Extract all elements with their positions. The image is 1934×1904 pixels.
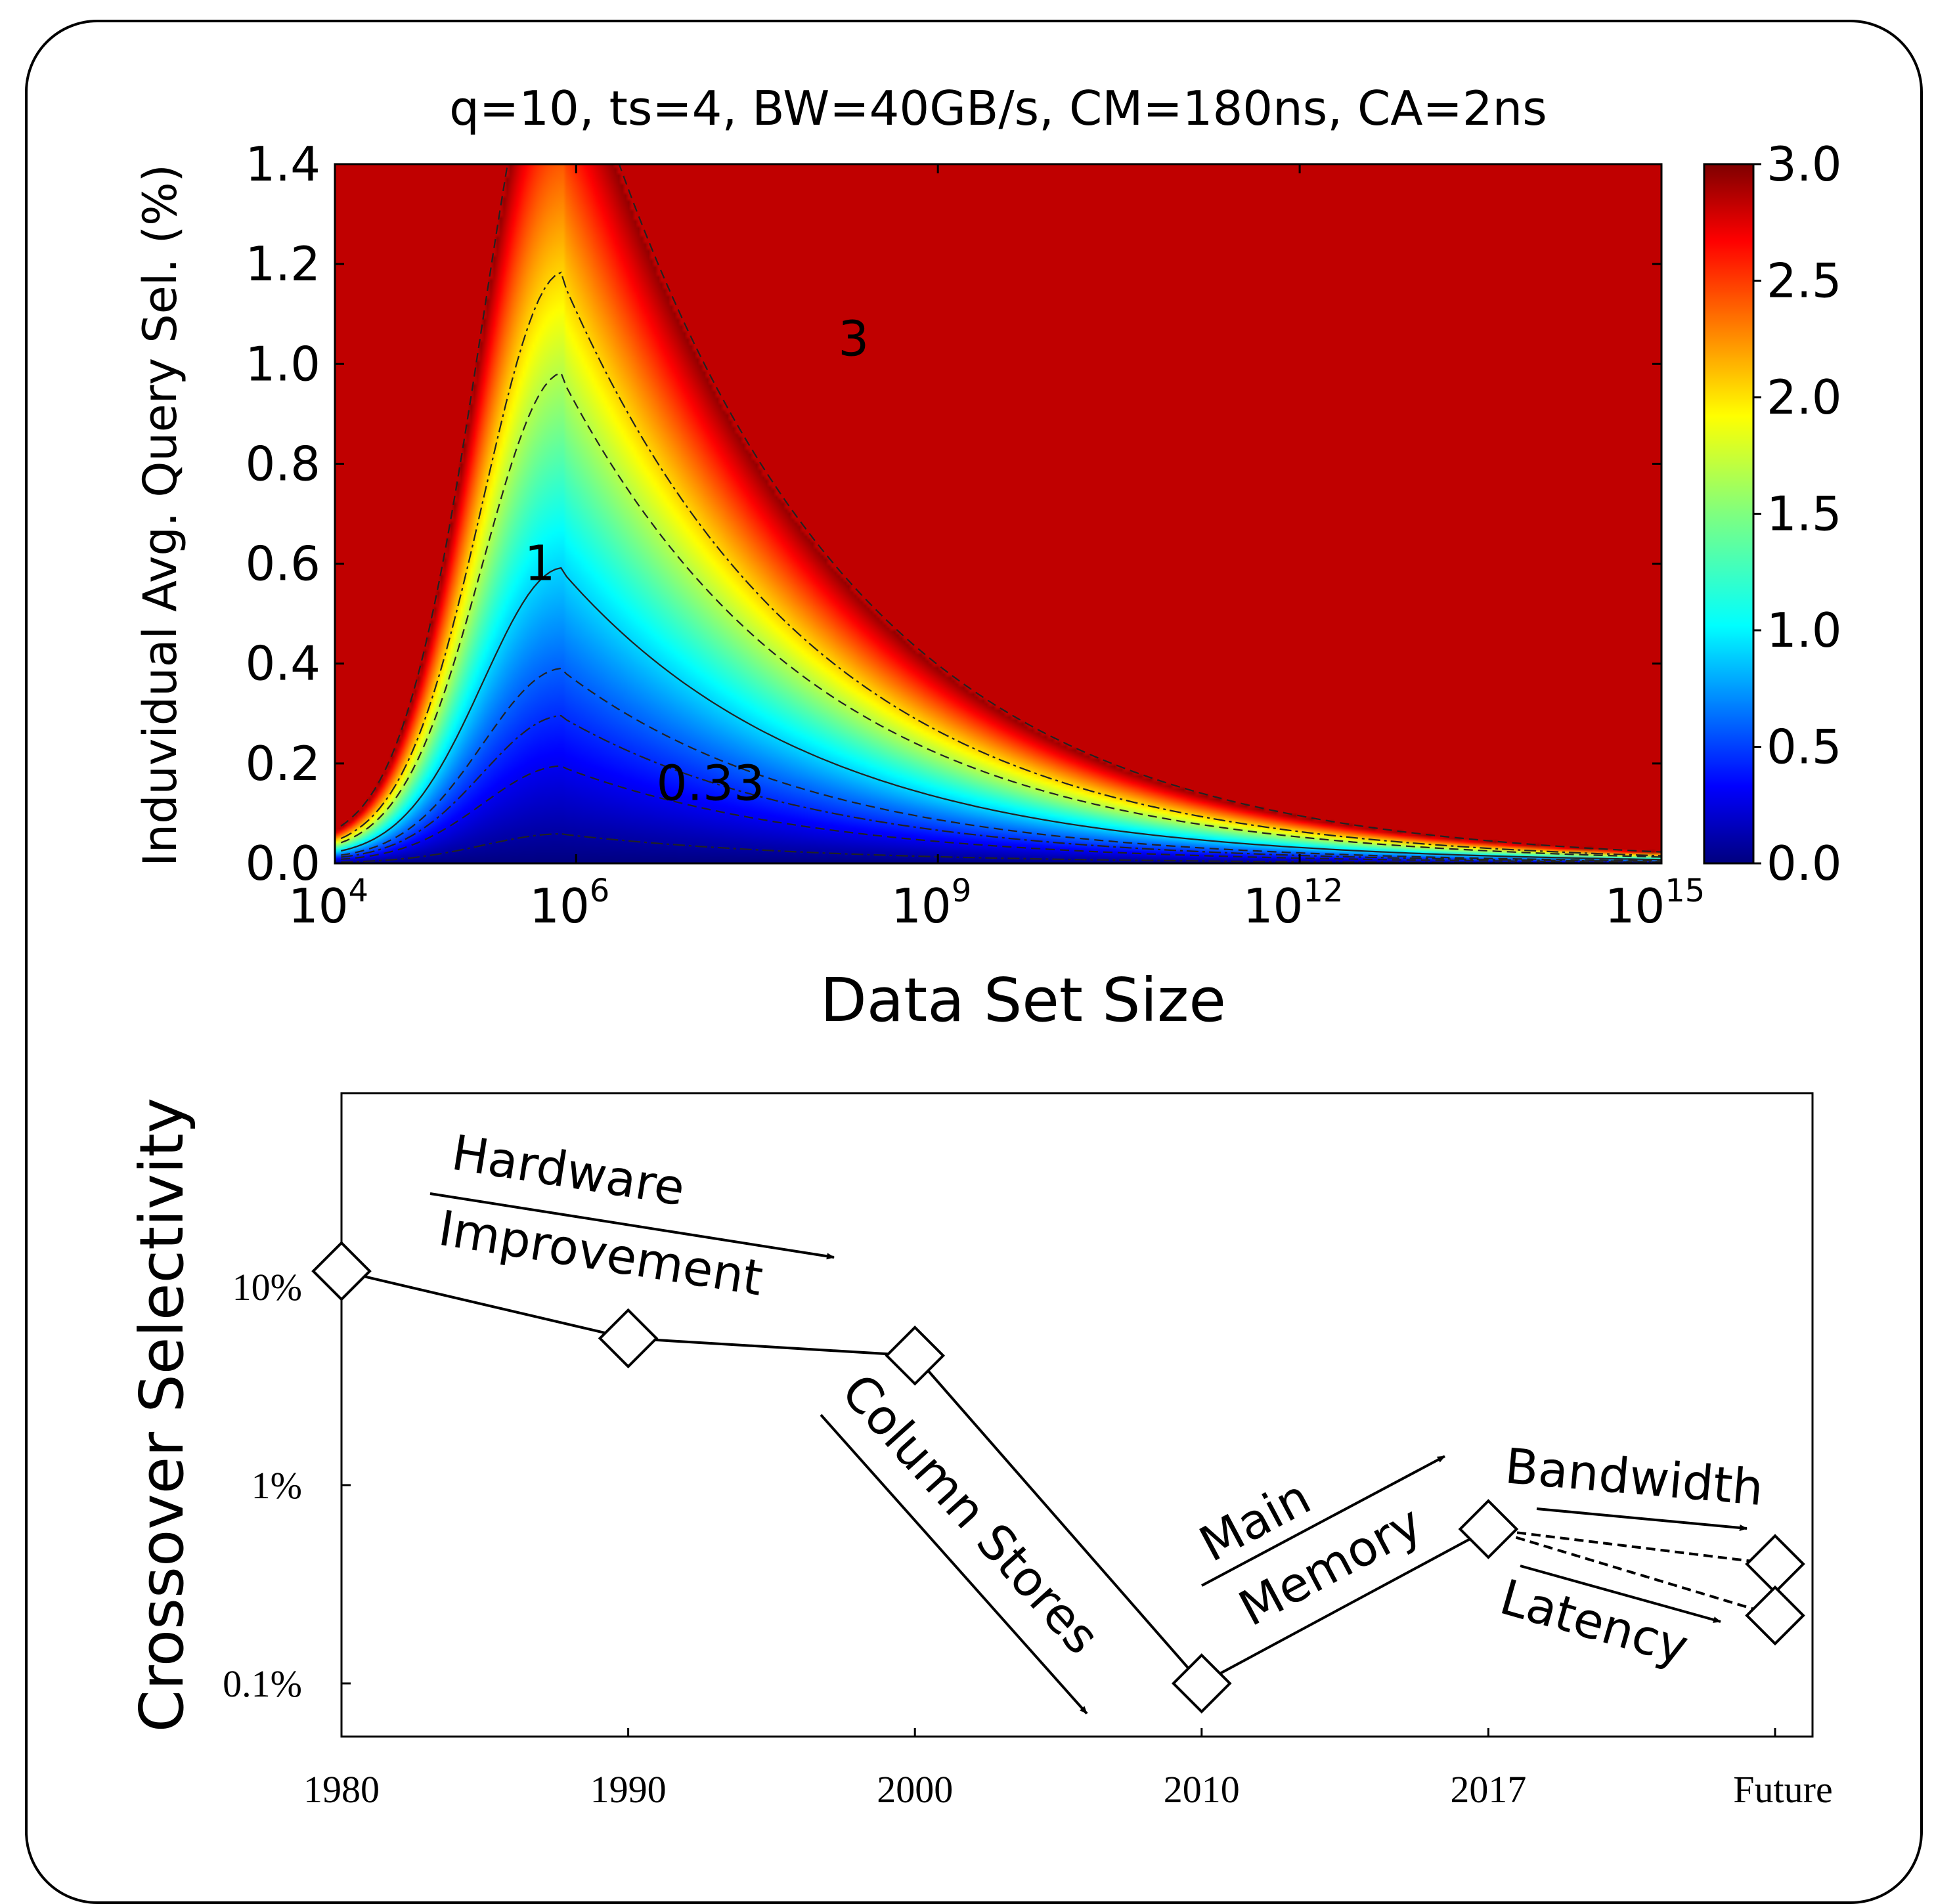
y-tick-label: 1.2 xyxy=(245,236,320,292)
heatmap-axes-frame xyxy=(334,163,1663,865)
main-memory-arrow xyxy=(1201,1455,1445,1587)
y-tick-label: 0.8 xyxy=(245,436,320,491)
colorbar-tick-label: 0.5 xyxy=(1767,720,1842,775)
contour-labels: 310.33 xyxy=(524,311,869,811)
y-tick-label: 0.0 xyxy=(245,836,320,891)
x-tick-label: 1990 xyxy=(590,1768,667,1811)
x-tick-label: 1980 xyxy=(303,1768,380,1811)
colorbar-tick-label: 1.0 xyxy=(1767,603,1842,658)
x-tick-label: 104 xyxy=(288,873,368,934)
colorbar-tick-label: 2.0 xyxy=(1767,370,1842,425)
data-marker xyxy=(1458,1499,1519,1559)
data-marker xyxy=(1171,1653,1232,1714)
contour-label: 1 xyxy=(524,536,555,592)
x-tick-label: 1012 xyxy=(1243,873,1344,934)
line-chart-y-ticks: 10% 1% 0.1% xyxy=(223,1266,351,1705)
colorbar-tick-label: 2.5 xyxy=(1767,253,1842,309)
contour-line xyxy=(341,714,1661,863)
y-tick-label: 0.1% xyxy=(223,1662,302,1705)
annotation-labels: Hardware Improvement Column Stores Main … xyxy=(435,1125,1765,1676)
line-chart-axes-frame xyxy=(340,1092,1814,1738)
colorbar-ticks: 0.0 0.5 1.0 1.5 2.0 2.5 3.0 xyxy=(1753,137,1842,891)
contour-line xyxy=(340,372,1661,858)
line-chart-y-label: Crossover Selectivity xyxy=(127,1098,197,1733)
y-tick-label: 10% xyxy=(232,1266,302,1309)
contour-label: 0.33 xyxy=(656,755,764,811)
annotation-arrows xyxy=(429,1192,1747,1715)
data-marker xyxy=(598,1308,659,1369)
bandwidth-arrow xyxy=(1536,1507,1747,1531)
line-chart-markers xyxy=(311,1241,1805,1714)
x-tick-label: 2017 xyxy=(1450,1768,1526,1811)
contour-label: 3 xyxy=(838,311,869,367)
x-tick-label: 2000 xyxy=(877,1768,953,1811)
colorbar xyxy=(1703,163,1755,865)
future-projection-line xyxy=(1487,1528,1776,1617)
heatmap-x-label: Data Set Size xyxy=(820,965,1226,1035)
future-marker xyxy=(1745,1534,1805,1595)
heatmap-x-ticks: 104 106 109 1012 1015 xyxy=(288,164,1705,934)
heatmap-title: q=10, ts=4, BW=40GB/s, CM=180ns, CA=2ns xyxy=(449,81,1547,136)
contour-lines xyxy=(340,164,1661,863)
annotation-latency: Latency xyxy=(1494,1569,1694,1676)
data-marker xyxy=(311,1241,372,1301)
colorbar-tick-label: 1.5 xyxy=(1767,487,1842,542)
x-tick-label: Future xyxy=(1733,1768,1832,1811)
contour-line xyxy=(340,567,1661,861)
colorbar-tick-label: 0.0 xyxy=(1767,836,1842,891)
heatmap-y-ticks: 0.0 0.2 0.4 0.6 0.8 1.0 1.2 1.4 xyxy=(245,137,1661,891)
hardware-arrow xyxy=(429,1192,835,1260)
annotation-column-stores: Column Stores xyxy=(831,1363,1110,1665)
annotation-bandwidth: Bandwidth xyxy=(1503,1438,1765,1517)
contour-line xyxy=(341,667,1661,862)
annotation-improvement: Improvement xyxy=(435,1200,766,1307)
column-stores-arrow xyxy=(820,1414,1088,1715)
future-projection-line xyxy=(1488,1528,1776,1566)
x-tick-label: 2010 xyxy=(1164,1768,1240,1811)
y-tick-label: 0.6 xyxy=(245,536,320,592)
latency-arrow xyxy=(1520,1565,1721,1623)
colorbar-tick-label: 3.0 xyxy=(1767,137,1842,192)
y-tick-label: 1% xyxy=(252,1464,302,1507)
data-marker xyxy=(885,1325,946,1386)
contour-line xyxy=(340,164,1661,853)
future-marker xyxy=(1745,1585,1805,1646)
y-tick-label: 0.4 xyxy=(245,636,320,691)
x-tick-label: 1015 xyxy=(1605,873,1705,934)
contour-line xyxy=(340,271,1661,857)
line-chart-x-ticks: 1980 1990 2000 2010 2017 Future xyxy=(303,1728,1833,1811)
heatmap-y-label: Induvidual Avg. Query Sel. (%) xyxy=(133,164,187,867)
y-tick-label: 0.2 xyxy=(245,736,320,791)
heatmap-surface xyxy=(335,164,1661,863)
y-tick-label: 1.0 xyxy=(245,336,320,391)
x-tick-label: 109 xyxy=(891,873,971,934)
y-tick-label: 1.4 xyxy=(245,137,320,192)
contour-line xyxy=(341,765,1661,863)
x-tick-label: 106 xyxy=(529,873,609,934)
